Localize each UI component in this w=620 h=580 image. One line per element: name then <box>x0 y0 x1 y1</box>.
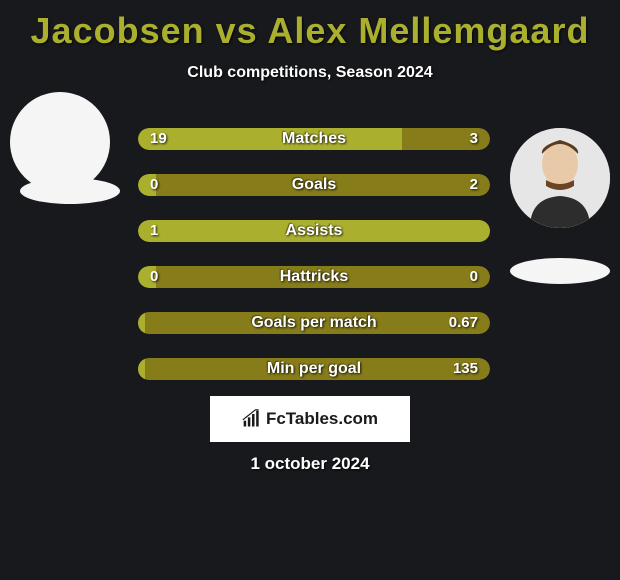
stat-row: Goals02 <box>138 174 490 196</box>
comparison-bars: Matches193Goals02Assists1Hattricks00Goal… <box>138 128 490 404</box>
date-text: 1 october 2024 <box>0 454 620 474</box>
chart-icon <box>242 409 262 429</box>
player-left-shadow <box>20 178 120 204</box>
stat-bar-right <box>145 358 490 380</box>
stat-bar-right <box>145 312 490 334</box>
stat-row: Assists1 <box>138 220 490 242</box>
stat-value-left: 1 <box>150 220 158 242</box>
stat-bar-left <box>138 312 145 334</box>
stat-bar-left <box>138 358 145 380</box>
branding-badge: FcTables.com <box>210 396 410 442</box>
page-title: Jacobsen vs Alex Mellemgaard <box>0 0 620 52</box>
stat-value-left: 0 <box>150 174 158 196</box>
stat-bar-left <box>138 220 490 242</box>
stat-value-left: 0 <box>150 266 158 288</box>
stat-bar-left <box>138 128 402 150</box>
stat-value-right: 2 <box>470 174 478 196</box>
stat-value-right: 0.67 <box>449 312 478 334</box>
stat-value-right: 3 <box>470 128 478 150</box>
player-right-avatar <box>510 128 610 228</box>
stat-value-right: 0 <box>470 266 478 288</box>
player-left-avatar <box>10 92 110 192</box>
stat-bar-right <box>156 174 490 196</box>
stat-row: Min per goal135 <box>138 358 490 380</box>
branding-text: FcTables.com <box>266 409 378 429</box>
stat-bar-right <box>156 266 490 288</box>
stat-row: Matches193 <box>138 128 490 150</box>
subtitle: Club competitions, Season 2024 <box>0 64 620 82</box>
player-right-shadow <box>510 258 610 284</box>
stat-value-right: 135 <box>453 358 478 380</box>
stat-row: Hattricks00 <box>138 266 490 288</box>
stat-row: Goals per match0.67 <box>138 312 490 334</box>
stat-value-left: 19 <box>150 128 167 150</box>
